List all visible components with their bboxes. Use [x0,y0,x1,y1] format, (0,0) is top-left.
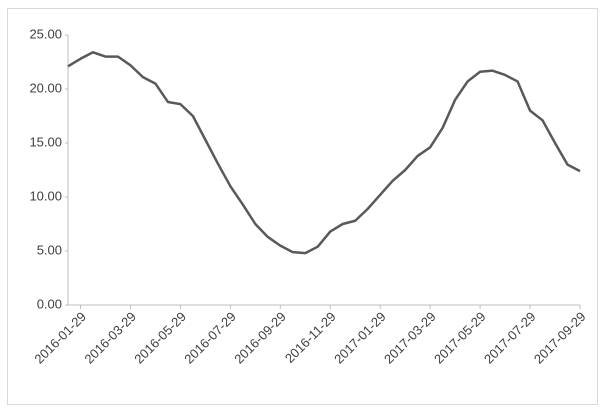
chart-border [7,8,598,405]
y-tick-label: 5.00 [37,242,62,257]
y-tick-label: 10.00 [29,188,62,203]
y-tick-label: 0.00 [37,296,62,311]
y-tick-label: 25.00 [29,26,62,41]
y-tick-label: 15.00 [29,134,62,149]
y-tick-label: 20.00 [29,80,62,95]
series-line [67,51,581,255]
